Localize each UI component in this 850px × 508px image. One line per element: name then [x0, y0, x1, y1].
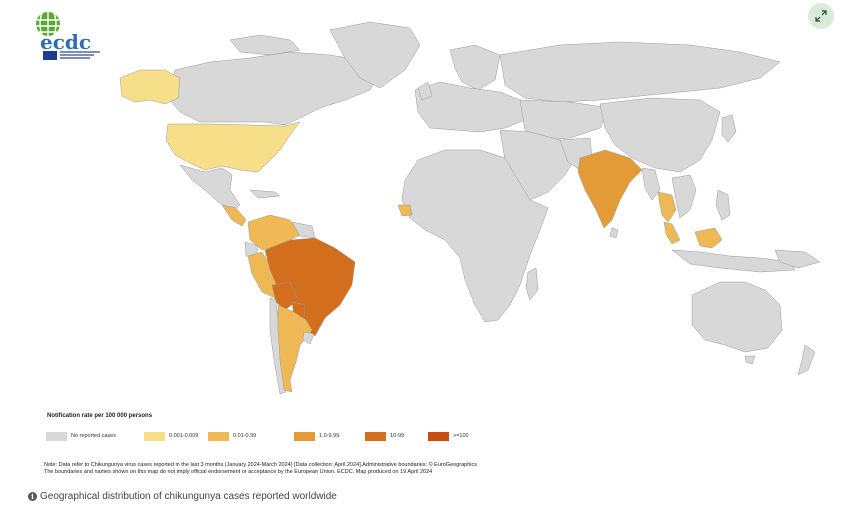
- info-circle-icon: i: [28, 492, 37, 501]
- legend-swatch: [365, 432, 386, 441]
- region-china[interactable]: [599, 97, 721, 173]
- legend-title: Notification rate per 100 000 persons: [47, 413, 153, 419]
- logo-subtitle-lines: [60, 50, 100, 61]
- region-india[interactable]: [577, 149, 643, 229]
- region-indochina[interactable]: [671, 174, 697, 219]
- ecdc-globe-icon: [36, 12, 60, 36]
- expand-button[interactable]: [808, 3, 834, 29]
- ecdc-logo-text: ecdc: [40, 30, 92, 54]
- region-russia[interactable]: [499, 41, 781, 103]
- expand-arrows-icon: [815, 10, 827, 22]
- legend-swatch: [428, 432, 449, 441]
- region-arctic-islands[interactable]: [229, 34, 301, 56]
- region-japan[interactable]: [721, 114, 737, 143]
- map-frame: ecdc Notification rate per 100 000 perso…: [0, 0, 850, 485]
- region-central-america[interactable]: [221, 204, 247, 227]
- region-papua[interactable]: [774, 249, 821, 269]
- region-tasmania[interactable]: [744, 355, 756, 365]
- legend-label: 0.01-0.99: [233, 433, 257, 439]
- caption-text: Geographical distribution of chikungunya…: [40, 491, 337, 502]
- map-caption: i Geographical distribution of chikungun…: [28, 491, 337, 502]
- region-bolivia[interactable]: [271, 281, 299, 311]
- region-alaska[interactable]: [119, 69, 181, 105]
- eu-flag-icon: [43, 51, 57, 60]
- legend-label: 1.0-9.99: [319, 433, 340, 439]
- legend-swatch: [46, 432, 67, 441]
- note-line-2: The boundaries and names shown on this m…: [44, 469, 433, 475]
- region-argentina[interactable]: [277, 304, 313, 393]
- region-madagascar[interactable]: [525, 267, 539, 301]
- legend-label: 10-99: [390, 433, 405, 439]
- region-mexico[interactable]: [179, 164, 241, 211]
- region-uk[interactable]: [417, 81, 433, 101]
- note-line-1: Note: Data refer to Chikungunya virus ca…: [44, 462, 477, 468]
- region-malaysia[interactable]: [663, 221, 681, 245]
- legend: No reported cases 0.001-0.009 0.01-0.99 1.0…: [46, 431, 506, 443]
- legend-label: >=100: [453, 433, 469, 439]
- region-uruguay[interactable]: [302, 331, 315, 345]
- region-canada[interactable]: [167, 51, 381, 126]
- legend-label: No reported cases: [71, 433, 116, 439]
- legend-swatch: [294, 432, 315, 441]
- map-note: Note: Data refer to Chikungunya virus ca…: [44, 462, 744, 476]
- region-caribbean[interactable]: [249, 189, 281, 199]
- region-new-zealand[interactable]: [797, 344, 816, 376]
- region-philippines[interactable]: [715, 189, 731, 221]
- region-chile[interactable]: [269, 297, 287, 395]
- region-myanmar[interactable]: [641, 167, 661, 201]
- region-greenland[interactable]: [329, 21, 421, 89]
- region-sri-lanka[interactable]: [609, 227, 619, 239]
- region-united-states[interactable]: [165, 121, 301, 173]
- world-map[interactable]: [0, 0, 850, 485]
- legend-swatch: [208, 432, 229, 441]
- region-thailand[interactable]: [657, 191, 677, 223]
- legend-label: 0.001-0.009: [169, 433, 199, 439]
- ecdc-logo: [30, 8, 100, 64]
- region-australia[interactable]: [691, 281, 783, 353]
- legend-swatch: [144, 432, 165, 441]
- region-borneo[interactable]: [694, 227, 723, 249]
- region-scandinavia[interactable]: [449, 44, 501, 91]
- region-west-africa-reported[interactable]: [397, 204, 413, 217]
- region-europe[interactable]: [414, 81, 531, 133]
- region-africa[interactable]: [401, 149, 549, 323]
